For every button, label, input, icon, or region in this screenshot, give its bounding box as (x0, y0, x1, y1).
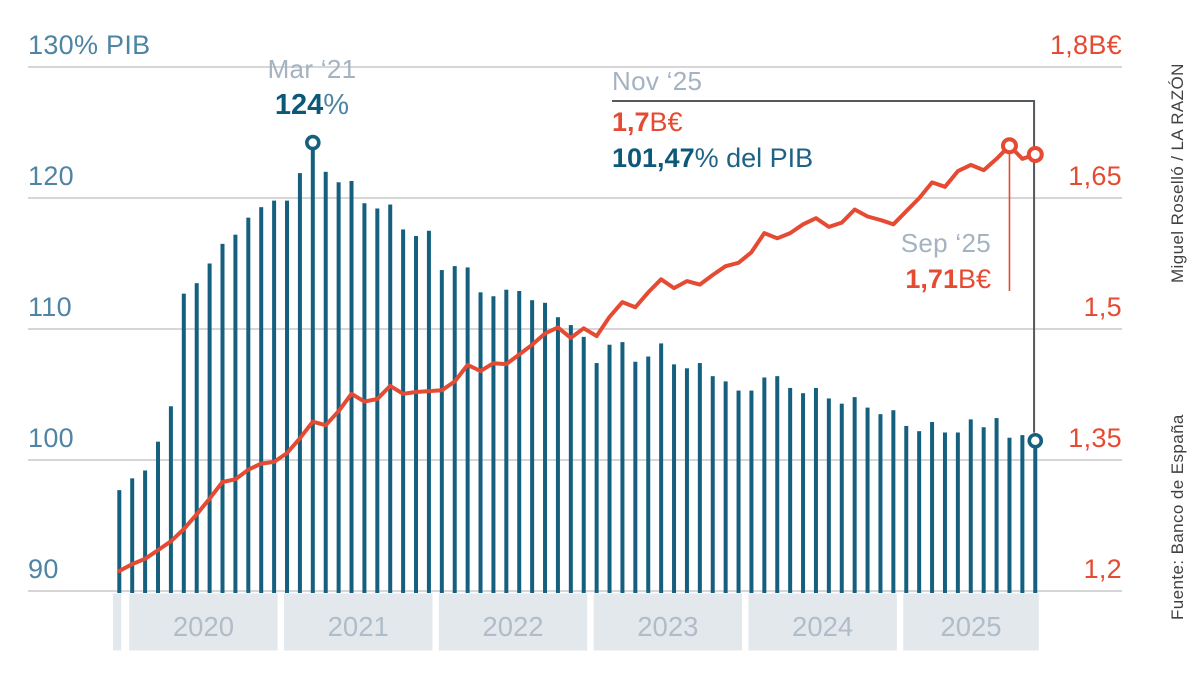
svg-text:2023: 2023 (637, 611, 698, 642)
svg-text:2020: 2020 (173, 611, 234, 642)
annotation-nov25: Nov ‘25 1,7B€ 101,47% del PIB (612, 68, 813, 172)
axis-left-tick-100: 100 (28, 423, 74, 453)
annotation-nov25-pct: 101,47% del PIB (612, 143, 814, 173)
axis-right-tick-1-35: 1,35 (1068, 423, 1122, 453)
annotation-sep25: Sep ‘25 1,71B€ (901, 230, 991, 293)
svg-text:2021: 2021 (328, 611, 389, 642)
credit-author: Miguel Roselló / LA RAZÓN (1168, 63, 1187, 283)
axis-left-tick-120: 120 (28, 161, 74, 191)
axis-right-tick-1-5: 1,5 (1083, 292, 1122, 322)
axis-left-tick-90: 90 (28, 554, 59, 584)
svg-text:2022: 2022 (482, 611, 543, 642)
axis-right-tick-1-8: 1,8B€ (1049, 30, 1122, 60)
annotation-sep25-date: Sep ‘25 (900, 228, 991, 258)
annotation-nov25-date: Nov ‘25 (612, 66, 703, 96)
axis-left-tick-110: 110 (28, 292, 72, 322)
svg-text:2025: 2025 (940, 611, 1001, 642)
annotation-nov25-debt: 1,7B€ (612, 107, 683, 137)
annotation-mar21-value: 124% (274, 89, 350, 121)
axis-right-tick-1-2: 1,2 (1083, 554, 1122, 584)
credit-source: Fuente: Banco de España (1168, 414, 1187, 620)
annotation-sep25-value: 1,71B€ (905, 264, 991, 294)
axis-right-tick-1-65: 1,65 (1068, 161, 1122, 191)
annotation-mar21-date: Mar ‘21 (267, 54, 357, 84)
axis-left-tick-130: 130% PIB (28, 30, 151, 60)
annotation-mar21: Mar ‘21 124% (268, 56, 357, 120)
svg-text:2024: 2024 (792, 611, 853, 642)
